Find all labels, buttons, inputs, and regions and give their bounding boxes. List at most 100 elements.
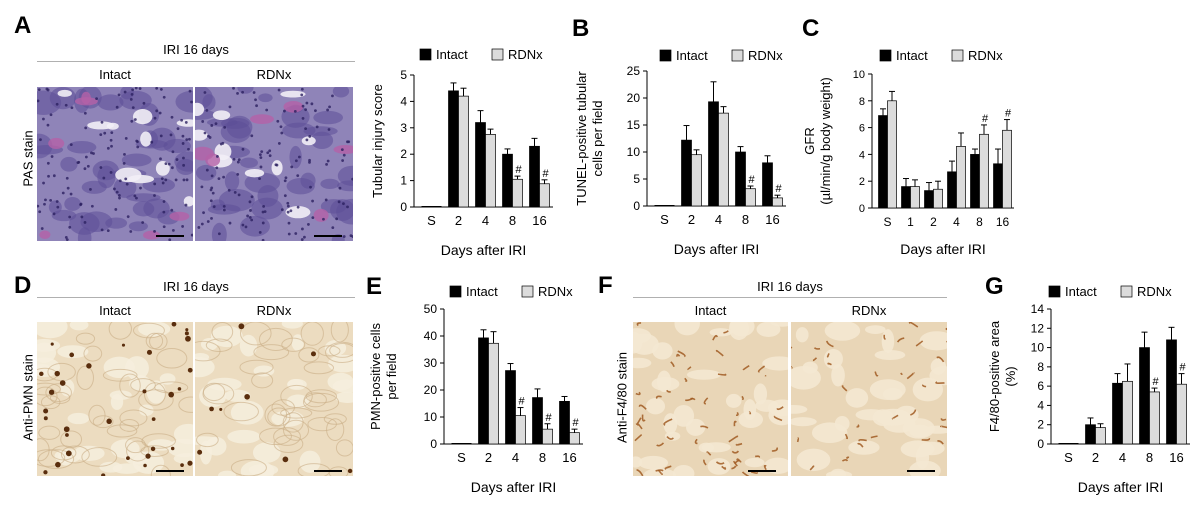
scale-bar — [156, 235, 184, 237]
f480-rdnx-micrograph — [791, 322, 947, 476]
bar — [887, 100, 897, 209]
bar — [458, 95, 469, 208]
bar — [708, 101, 719, 207]
legend-swatch — [1048, 285, 1061, 298]
bar — [979, 133, 989, 209]
panel-d-divider — [37, 297, 355, 298]
y-tick-label: 0 — [400, 200, 407, 214]
bar — [762, 162, 773, 207]
y-axis-label: GFR(µl/min/g body weight) — [802, 77, 833, 204]
bar — [1095, 427, 1106, 445]
y-tick-label: 0 — [633, 199, 640, 213]
panel-f-intact-label: Intact — [694, 303, 727, 318]
bar — [1112, 382, 1123, 445]
significance-mark: # — [542, 168, 549, 180]
x-tick-label: 2 — [930, 215, 937, 229]
chart-f480: G Intact RDNx 0 2 4 6 8 10 12 14 F4/80-positive are… — [985, 273, 1190, 495]
panel-a-intact-label: Intact — [99, 67, 131, 82]
x-tick-label: S — [457, 450, 466, 465]
bar — [901, 186, 911, 209]
bar — [515, 415, 526, 445]
y-tick-label: 6 — [1037, 379, 1044, 393]
bar — [947, 171, 957, 209]
y-tick-label: 5 — [400, 68, 407, 82]
x-tick-label: 4 — [953, 215, 960, 229]
legend-swatch — [659, 49, 672, 62]
x-tick-label: 8 — [1146, 450, 1153, 465]
legend-label: Intact — [466, 284, 498, 299]
legend-label: RDNx — [968, 48, 1003, 63]
y-tick-label: 10 — [1031, 341, 1045, 355]
panel-f-title: IRI 16 days — [757, 279, 823, 294]
x-tick-label: 8 — [539, 450, 546, 465]
y-axis-label-line: F4/80-positive area — [987, 320, 1002, 432]
y-axis-label: Tubular injury score — [370, 84, 385, 198]
y-tick-label: 50 — [424, 302, 438, 316]
x-tick-label: 16 — [765, 212, 779, 227]
bar — [512, 178, 523, 208]
y-tick-label: 2 — [1037, 418, 1044, 432]
pmn-intact-micrograph — [37, 322, 193, 476]
y-axis-label-line: cells per field — [590, 101, 605, 177]
legend-swatch — [879, 49, 892, 62]
bar — [542, 428, 553, 445]
bar — [488, 342, 499, 445]
y-axis-label-line: TUNEL-positive tubular — [574, 71, 589, 206]
y-tick-label: 5 — [633, 172, 640, 186]
legend-label: Intact — [1065, 284, 1097, 299]
significance-mark: # — [515, 164, 522, 176]
panel-d-side-label: Anti-PMN stain — [20, 354, 36, 441]
y-tick-label: 25 — [627, 64, 641, 78]
x-tick-label: S — [1064, 450, 1073, 465]
x-tick-label: S — [883, 215, 891, 229]
panel-a-rdnx-label: RDNx — [256, 67, 292, 82]
chart-gfr: C Intact RDNx 0 2 4 6 8 10 GFR(µl/min/g body weig… — [802, 15, 1014, 257]
bar — [539, 183, 550, 208]
legend-label: RDNx — [508, 47, 543, 62]
y-tick-label: 8 — [1037, 360, 1044, 374]
y-tick-label: 2 — [400, 147, 407, 161]
bar — [933, 188, 943, 209]
panel-label: G — [985, 273, 1004, 300]
x-tick-label: 4 — [512, 450, 519, 465]
bar — [1002, 129, 1012, 209]
bar — [718, 112, 729, 207]
scale-bar — [156, 470, 184, 472]
f480-intact-micrograph — [633, 322, 788, 476]
x-tick-label: 4 — [482, 213, 489, 228]
y-tick-label: 10 — [853, 69, 865, 81]
y-axis-label: PMN-positive cellsper field — [368, 323, 399, 430]
micrograph-texture — [633, 322, 788, 476]
micrograph-texture — [791, 322, 947, 476]
chart-tunel: B Intact RDNx 0 5 10 15 20 25 TUNEL-positive tubu… — [572, 15, 786, 257]
pas-rdnx-micrograph — [195, 87, 353, 241]
x-tick-label: 1 — [907, 215, 914, 229]
bar — [1149, 391, 1160, 445]
chart-tubular-injury: Intact RDNx 0 1 2 3 4 5 Tubular injury score S 2 4 8… — [370, 47, 553, 258]
legend-label: Intact — [676, 48, 708, 63]
x-tick-label: 2 — [455, 213, 462, 228]
bar — [1176, 383, 1187, 445]
panel-d-intact-label: Intact — [99, 303, 131, 318]
y-tick-label: 0 — [1037, 437, 1044, 451]
legend-swatch — [419, 48, 432, 61]
x-tick-label: 4 — [715, 212, 722, 227]
x-tick-label: 16 — [996, 215, 1010, 229]
bar — [478, 337, 489, 445]
panel-label: E — [366, 273, 382, 300]
y-tick-label: 40 — [424, 329, 438, 343]
x-tick-label: 8 — [742, 212, 749, 227]
x-tick-label: S — [660, 212, 669, 227]
micrograph-texture — [195, 322, 353, 476]
panel-a-side-label: PAS stain — [20, 130, 36, 187]
significance-mark: # — [572, 417, 579, 429]
y-axis-label: TUNEL-positive tubularcells per field — [574, 71, 605, 206]
y-tick-label: 10 — [424, 410, 438, 424]
pas-intact-micrograph — [37, 87, 193, 241]
y-tick-label: 6 — [859, 123, 865, 135]
y-axis-label-line: Tubular injury score — [370, 84, 385, 198]
scale-bar — [314, 470, 342, 472]
micrograph-texture — [37, 322, 193, 476]
y-tick-label: 0 — [430, 437, 437, 451]
panel-a-title: IRI 16 days — [163, 42, 229, 57]
